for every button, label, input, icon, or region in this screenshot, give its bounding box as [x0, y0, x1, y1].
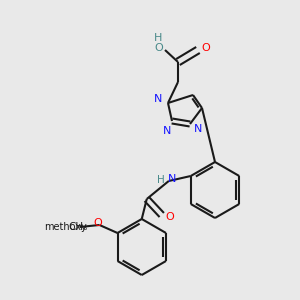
Text: N: N — [154, 94, 162, 104]
Text: N: N — [194, 124, 202, 134]
Text: H: H — [154, 33, 162, 43]
Text: O: O — [154, 43, 164, 53]
Text: O: O — [165, 212, 174, 222]
Text: O: O — [202, 43, 210, 53]
Text: N: N — [163, 126, 171, 136]
Text: methoxy: methoxy — [44, 222, 87, 232]
Text: N: N — [168, 174, 176, 184]
Text: H: H — [157, 175, 165, 185]
Text: CH₃: CH₃ — [68, 222, 87, 232]
Text: O: O — [93, 218, 102, 228]
